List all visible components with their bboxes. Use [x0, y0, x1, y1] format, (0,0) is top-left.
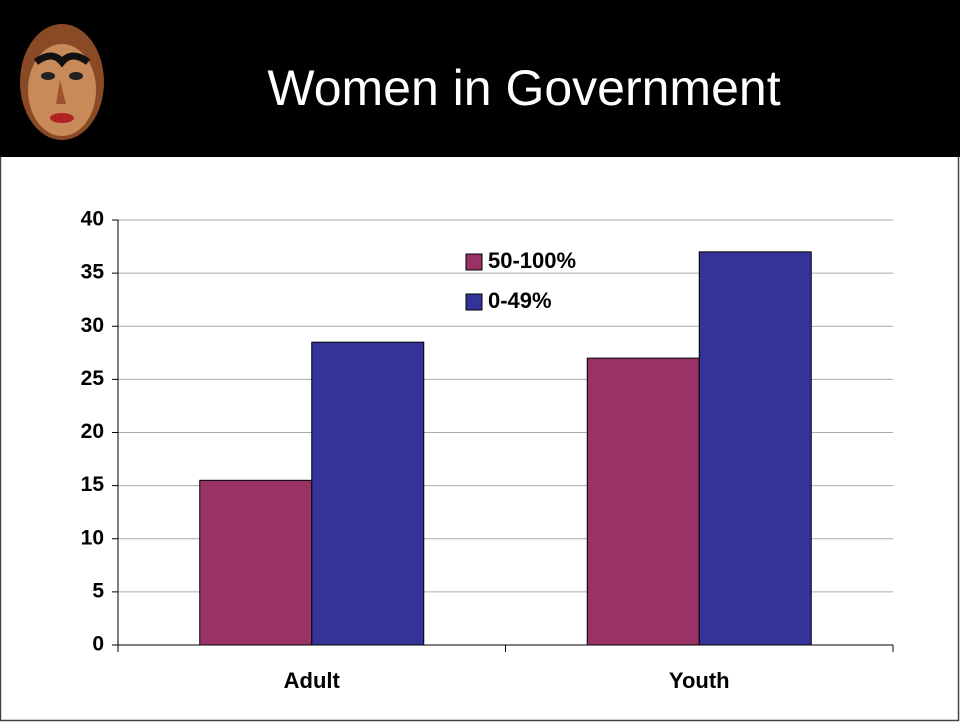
legend-swatch — [465, 293, 483, 311]
header-band — [0, 0, 960, 157]
y-tick-label: 20 — [81, 420, 104, 443]
y-tick-label: 35 — [81, 261, 105, 284]
mask-icon — [20, 24, 104, 140]
y-tick-label: 10 — [81, 526, 104, 549]
y-tick-label: 5 — [92, 579, 104, 602]
bar — [311, 341, 425, 646]
bar — [199, 479, 313, 646]
bar — [698, 251, 812, 646]
y-tick-label: 40 — [81, 208, 104, 231]
x-tick-label: Youth — [669, 668, 730, 693]
chart-title: Women in Government — [267, 60, 780, 116]
legend-swatch — [465, 253, 483, 271]
x-tick-label: Adult — [284, 668, 341, 693]
legend-label: 0-49% — [488, 288, 552, 313]
legend-label: 50-100% — [488, 248, 576, 273]
bar — [586, 357, 700, 646]
y-tick-label: 25 — [81, 367, 105, 390]
y-tick-label: 30 — [81, 314, 104, 337]
y-tick-label: 15 — [81, 473, 105, 496]
y-tick-label: 0 — [92, 633, 104, 656]
